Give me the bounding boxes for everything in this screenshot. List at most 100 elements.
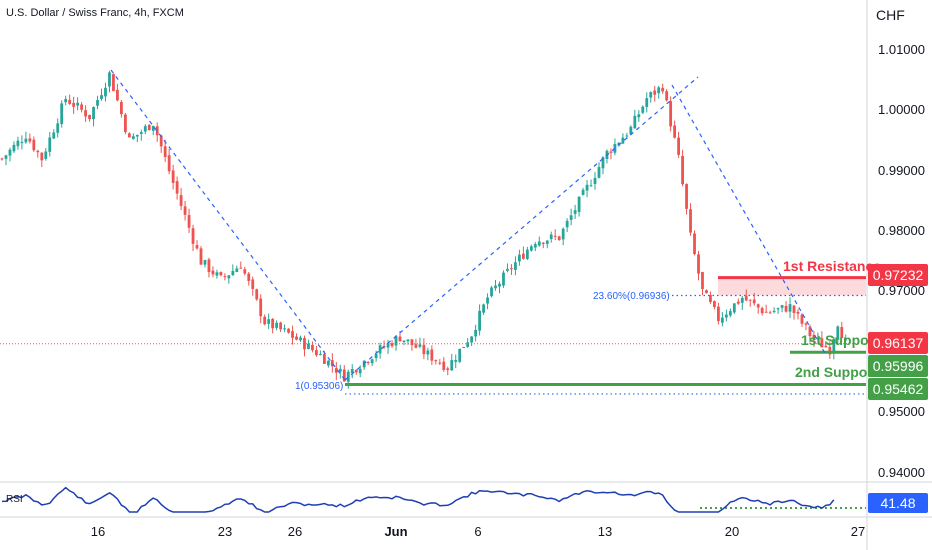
candle-body (677, 137, 680, 155)
candle-body (800, 314, 804, 324)
candle-body (705, 290, 708, 294)
x-tick: 6 (474, 524, 482, 539)
candle-body (135, 134, 139, 137)
candle-body (438, 362, 442, 364)
candle-body (32, 139, 36, 151)
candle-body (836, 326, 840, 340)
candle-body (299, 337, 302, 341)
candle-body (840, 327, 844, 338)
candle-body (629, 126, 633, 135)
candle-body (709, 294, 712, 303)
candle-body (64, 98, 68, 103)
candle-body (151, 125, 155, 131)
candle-body (40, 152, 44, 161)
candle-body (116, 89, 119, 101)
candle-body (780, 305, 784, 308)
candle-body (8, 149, 12, 156)
candle-body (426, 350, 430, 355)
candle-body (227, 275, 231, 279)
rsi-value-tag: 41.48 (868, 493, 928, 513)
candle-body (203, 260, 207, 265)
candle-body (422, 344, 426, 355)
candle-body (621, 137, 625, 144)
candle-body (60, 103, 64, 125)
y-tick: 1.00000 (878, 102, 925, 117)
candle-body (478, 310, 481, 331)
x-tick: 26 (287, 524, 303, 539)
x-tick: 16 (90, 524, 106, 539)
candle-body (689, 209, 692, 233)
candle-body (175, 181, 179, 194)
candle-body (701, 272, 704, 290)
candle-body (88, 114, 91, 119)
candle-body (275, 322, 279, 328)
candle-body (418, 344, 422, 347)
candle-body (581, 189, 585, 196)
candle-body (370, 359, 374, 364)
candle-body (171, 170, 175, 183)
chart-title: U.S. Dollar / Swiss Franc, 4h, FXCM (6, 7, 184, 19)
candle-body (295, 336, 298, 340)
candle-body (645, 98, 649, 107)
candle-body (776, 308, 780, 310)
candle-body (163, 146, 167, 157)
candle-body (434, 360, 438, 362)
candle-body (665, 91, 669, 101)
candle-body (183, 206, 187, 215)
y-tick: 0.98000 (878, 223, 925, 238)
candle-body (127, 133, 131, 138)
candle-body (92, 107, 95, 120)
candle-body (458, 348, 462, 362)
candle-body (462, 347, 466, 349)
candle-body (713, 301, 716, 308)
candle-body (263, 316, 267, 325)
candle-body (243, 269, 247, 274)
candle-body (0, 158, 4, 160)
candle-body (625, 135, 629, 137)
candle-body (215, 272, 219, 276)
candle-body (748, 299, 752, 301)
candle-body (609, 151, 613, 153)
y-tick: 0.94000 (878, 465, 925, 480)
candle-body (223, 276, 227, 278)
candle-body (792, 305, 796, 313)
candle-body (502, 272, 505, 286)
candle-body (693, 233, 696, 255)
candle-body (506, 268, 509, 271)
candle-body (139, 132, 143, 134)
candle-body (764, 311, 768, 313)
candle-body (450, 360, 454, 371)
x-tick: 13 (597, 524, 613, 539)
candle-body (123, 114, 127, 133)
candle-body (820, 338, 824, 348)
resistance-zone (718, 277, 866, 296)
candle-body (358, 368, 362, 374)
candle-body (470, 336, 474, 343)
candle-body (752, 299, 756, 304)
candle-body (788, 304, 792, 312)
candle-body (573, 210, 577, 214)
candle-body (649, 92, 653, 98)
candle-body (319, 354, 322, 356)
candle-body (259, 298, 263, 317)
candle-body (330, 360, 334, 367)
candle-body (653, 90, 657, 95)
candle-body (159, 135, 163, 147)
candle-body (557, 236, 561, 240)
candle-body (342, 369, 346, 382)
candle-body (338, 368, 342, 372)
candle-body (255, 289, 259, 300)
candle-body (76, 102, 80, 106)
candle-body (681, 155, 684, 185)
x-tick: 20 (724, 524, 740, 539)
candle-body (697, 254, 700, 274)
candle-body (756, 304, 760, 308)
candle-body (350, 369, 354, 374)
candle-body (446, 368, 450, 370)
candle-body (279, 322, 282, 330)
candle-body (597, 167, 601, 178)
candle-body (490, 287, 493, 297)
candle-body (728, 311, 732, 316)
candle-body (589, 185, 593, 187)
